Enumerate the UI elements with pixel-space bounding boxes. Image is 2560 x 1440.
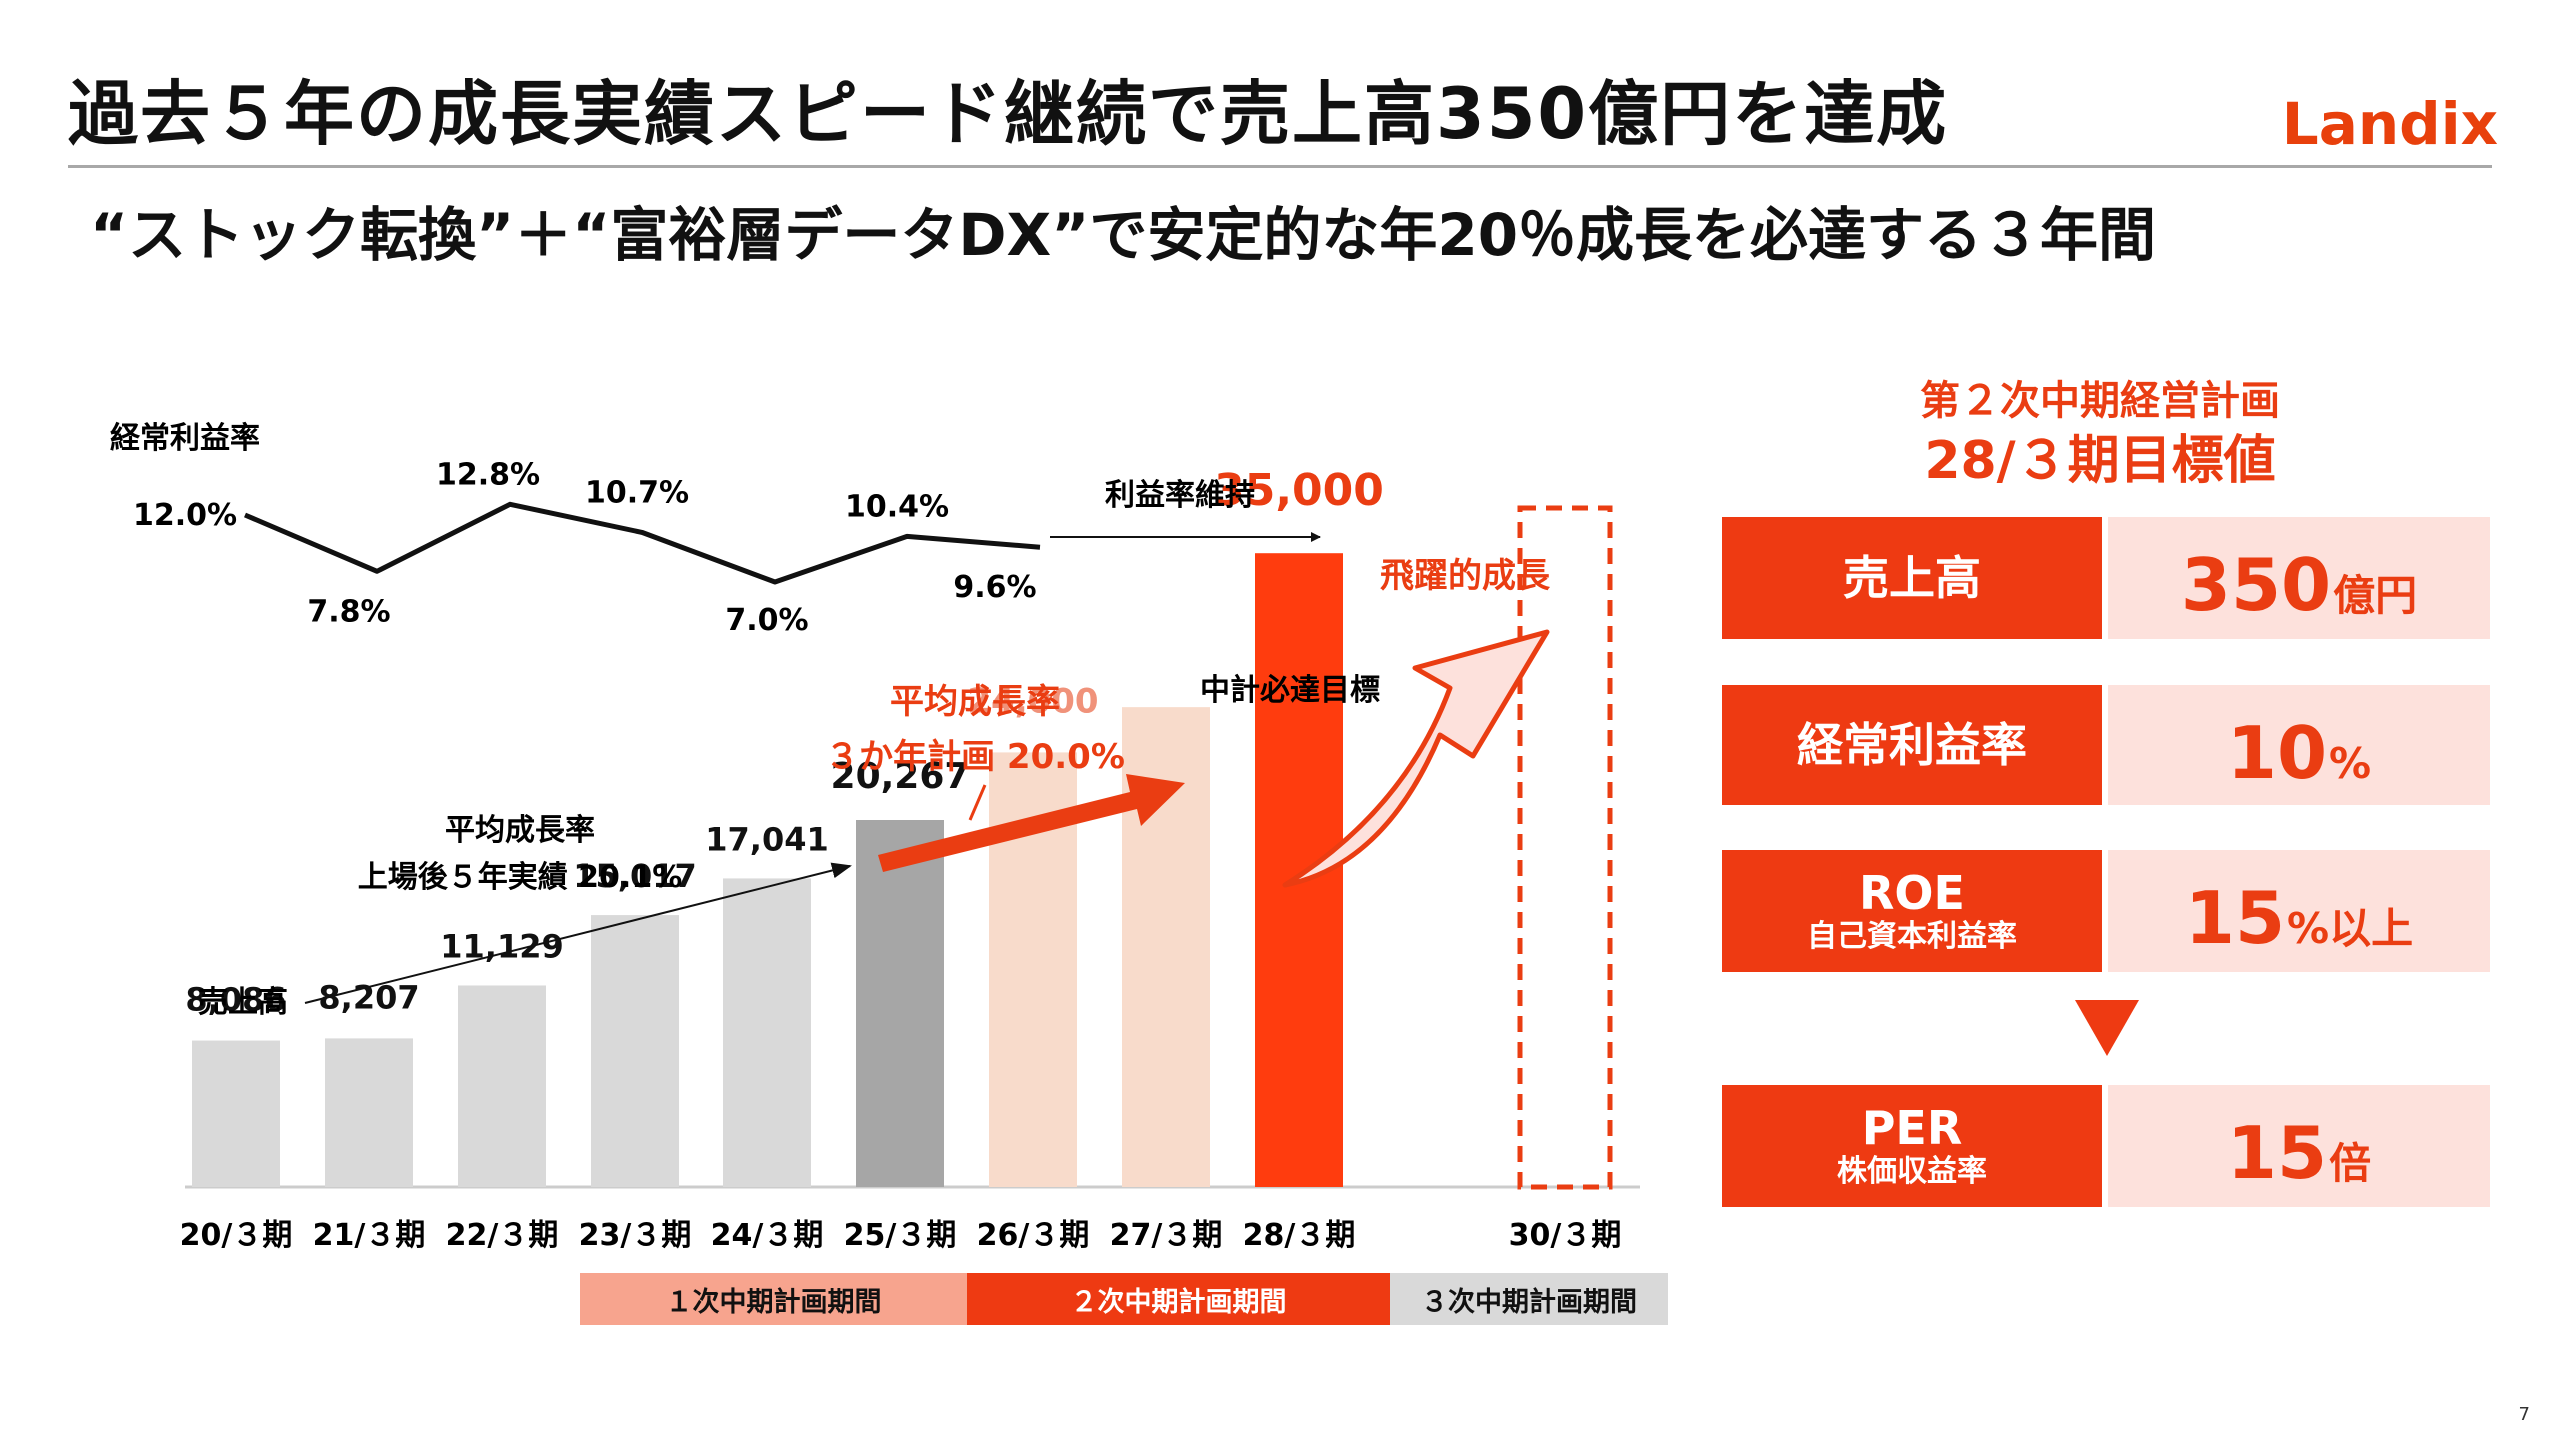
kpi-label-per-sub: 株価収益率 [1837, 1154, 1987, 1190]
leap-growth-arrow [1282, 629, 1550, 888]
x-tick-label-3: 23/３期 [579, 1218, 692, 1253]
period-3rd-plan-label: ３次中期計画期間 [1421, 1286, 1637, 1318]
bar-value-label-2: 11,129 [440, 927, 563, 965]
kpi-value-roe-number: 15 [2184, 876, 2286, 960]
bar-3 [591, 915, 679, 1187]
plan-growth-leader [968, 784, 987, 821]
kpi-label-roe-text: ROE [1859, 865, 1965, 920]
brand-logo: Landix [2281, 90, 2498, 158]
kpi-value-per: 15 倍 [2108, 1085, 2490, 1207]
plan-growth-arrow [878, 774, 1185, 872]
past-growth-arrow [304, 862, 852, 1004]
bar-5 [856, 820, 944, 1187]
kpi-label-per-text: PER [1861, 1100, 1963, 1155]
past-growth-label-1: 平均成長率 [445, 813, 595, 848]
margin-label-0: 12.0% [133, 498, 237, 533]
margin-label-6: 9.6% [953, 570, 1036, 605]
x-tick-label-8: 28/３期 [1243, 1218, 1356, 1253]
margin-keep-label: 利益率維持 [1105, 478, 1255, 513]
bar-value-label-0: 8,086 [185, 981, 286, 1019]
future-target-bar-outline [1517, 505, 1613, 1190]
margin-axis-label: 経常利益率 [110, 421, 260, 456]
margin-label-1: 7.8% [307, 594, 390, 629]
bar-value-label-6: 24,000 [967, 681, 1098, 721]
period-1st-plan: １次中期計画期間 [580, 1273, 967, 1325]
kpi-value-roe: 15 %以上 [2108, 850, 2490, 972]
x-tick-label-4: 24/３期 [711, 1218, 824, 1253]
kpi-value-margin-unit: % [2329, 739, 2372, 788]
kpi-label-margin-text: 経常利益率 [1797, 717, 2027, 772]
panel-subheading: 28/３期目標値 [1924, 431, 2276, 491]
kpi-label-per: PER 株価収益率 [1722, 1085, 2102, 1207]
kpi-value-sales: 350 億円 [2108, 517, 2490, 639]
plan-growth-label-2: ３か年計画 20.0% [825, 737, 1125, 777]
margin-line [244, 501, 1041, 585]
period-3rd-plan: ３次中期計画期間 [1390, 1273, 1668, 1325]
x-tick-label-7: 27/３期 [1110, 1218, 1223, 1253]
bar-4 [723, 878, 811, 1187]
margin-label-5: 10.4% [845, 489, 949, 524]
kpi-value-per-number: 15 [2226, 1111, 2328, 1195]
margin-label-3: 10.7% [585, 475, 689, 510]
period-2nd-plan-label: ２次中期計画期間 [1070, 1286, 1287, 1318]
x-tick-label-6: 26/３期 [977, 1218, 1090, 1253]
kpi-label-roe-sub: 自己資本利益率 [1807, 919, 2017, 955]
kpi-label-sales-text: 売上高 [1843, 550, 1981, 605]
target-caption: 中計必達目標 [1200, 673, 1380, 708]
page-subtitle: “ストック転換”＋“富裕層データDX”で安定的な年20％成長を必達する３年間 [90, 201, 2157, 269]
x-tick-label-9: 30/３期 [1509, 1218, 1622, 1253]
kpi-label-sales: 売上高 [1722, 517, 2102, 639]
bar-value-label-1: 8,207 [318, 978, 419, 1016]
x-tick-label-2: 22/３期 [446, 1218, 559, 1253]
bar-1 [325, 1038, 413, 1187]
kpi-value-roe-unit: %以上 [2287, 904, 2414, 953]
bar-2 [458, 985, 546, 1187]
period-1st-plan-label: １次中期計画期間 [665, 1286, 882, 1318]
kpi-value-margin-number: 10 [2226, 711, 2328, 795]
kpi-value-per-unit: 倍 [2329, 1139, 2372, 1188]
bar-value-label-8: 35,000 [1214, 465, 1384, 516]
page-number: 7 [2518, 1404, 2530, 1425]
bar-value-label-5: 20,267 [831, 756, 970, 797]
kpi-label-margin: 経常利益率 [1722, 685, 2102, 805]
x-tick-label-5: 25/３期 [844, 1218, 957, 1253]
sales-series-label: 売上高 [198, 985, 288, 1020]
x-tick-label-0: 20/３期 [180, 1218, 293, 1253]
kpi-label-roe: ROE 自己資本利益率 [1722, 850, 2102, 972]
kpi-value-margin: 10% [2108, 685, 2490, 805]
period-2nd-plan: ２次中期計画期間 [967, 1273, 1390, 1325]
bar-0 [192, 1040, 280, 1187]
bar-value-label-4: 17,041 [705, 820, 828, 858]
kpi-value-sales-number: 350 [2180, 543, 2332, 627]
margin-label-4: 7.0% [725, 603, 808, 638]
page-title: 過去５年の成長実績スピード継続で売上高350億円を達成 [68, 73, 1949, 155]
margin-label-2: 12.8% [436, 457, 540, 492]
past-growth-label-2: 上場後５年実績 20.1% [358, 860, 683, 895]
x-tick-label-1: 21/３期 [313, 1218, 426, 1253]
title-divider [68, 165, 2492, 168]
kpi-value-sales-unit: 億円 [2333, 571, 2418, 620]
bar-value-label-3: 15,017 [573, 857, 696, 895]
plan-growth-label-1: 平均成長率 [890, 682, 1060, 722]
panel-heading: 第２次中期経営計画 [1920, 378, 2280, 424]
down-triangle-icon [2075, 1000, 2139, 1056]
leap-growth-label: 飛躍的成長 [1380, 556, 1551, 596]
